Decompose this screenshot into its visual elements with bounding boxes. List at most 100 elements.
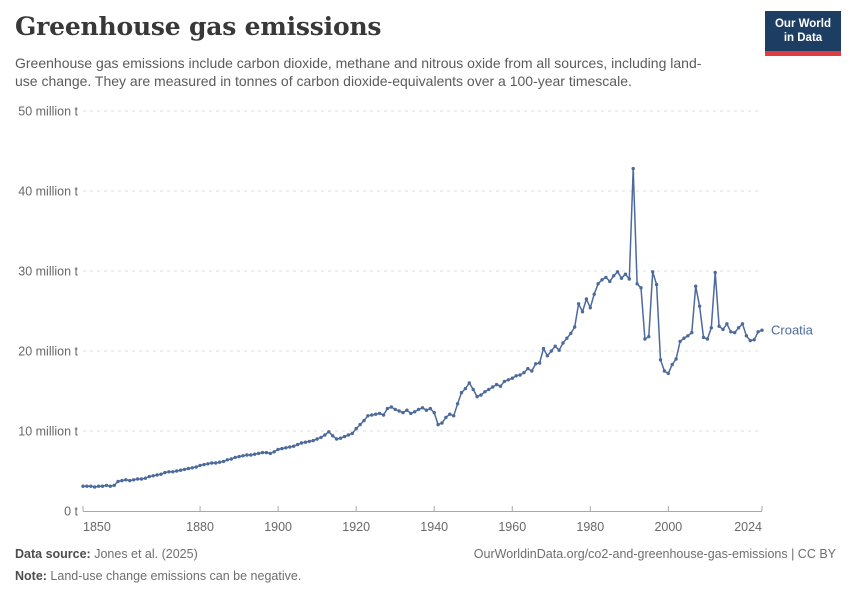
data-source-label: Data source: [15, 547, 91, 561]
data-point-marker [506, 378, 511, 382]
data-point-marker [487, 387, 491, 392]
data-point-marker [280, 446, 284, 451]
data-point-marker [596, 282, 600, 286]
footer-source-note: Data source: Jones et al. (2025) Note: L… [15, 544, 301, 588]
data-point-marker [288, 445, 292, 449]
data-point-marker [342, 434, 347, 439]
data-point-marker [592, 292, 596, 296]
data-point-marker [514, 374, 518, 378]
credit-link[interactable]: OurWorldinData.org/co2-and-greenhouse-ga… [473, 547, 836, 561]
data-point-marker [338, 436, 343, 440]
data-point-marker [315, 437, 319, 441]
data-point-marker [311, 438, 315, 443]
data-point-marker [674, 357, 678, 361]
data-point-marker [272, 450, 276, 454]
data-point-marker [733, 330, 737, 335]
data-point-marker [694, 284, 698, 288]
chart-subtitle: Greenhouse gas emissions include carbon … [15, 55, 702, 90]
data-point-marker [85, 484, 89, 488]
note-value: Land-use change emissions can be negativ… [46, 568, 302, 583]
data-point-marker [108, 484, 113, 488]
data-point-marker [420, 406, 425, 410]
data-point-marker [206, 462, 210, 466]
note-label: Note: [15, 568, 47, 583]
data-point-marker [428, 406, 432, 411]
data-point-marker [541, 346, 546, 351]
data-point-marker [576, 302, 581, 306]
data-point-marker [498, 384, 503, 388]
data-point-marker [748, 338, 752, 343]
data-point-marker [143, 476, 148, 480]
data-point-marker [89, 484, 93, 488]
x-axis-label: 1960 [498, 520, 526, 534]
data-point-marker [198, 463, 202, 468]
data-point-marker [256, 451, 261, 456]
owid-logo[interactable]: Our World in Data [765, 11, 841, 56]
data-point-marker [647, 334, 651, 339]
data-point-marker [440, 421, 444, 425]
data-point-marker [729, 330, 733, 334]
data-point-marker [354, 426, 358, 431]
data-point-marker [686, 334, 690, 338]
data-point-marker [760, 328, 764, 332]
data-point-marker [619, 276, 624, 280]
data-point-marker [463, 386, 468, 391]
data-point-marker [385, 406, 390, 411]
data-point-marker [510, 376, 514, 380]
data-point-marker [171, 470, 175, 474]
data-point-marker [690, 330, 694, 335]
data-point-marker [155, 473, 159, 477]
data-point-marker [651, 270, 655, 274]
page-title: Greenhouse gas emissions [15, 12, 382, 41]
data-point-marker [713, 270, 717, 275]
data-point-marker [93, 485, 97, 489]
data-point-marker [678, 339, 682, 344]
data-point-marker [409, 411, 413, 416]
data-point-marker [268, 451, 272, 456]
series-end-label[interactable]: Croatia [771, 323, 814, 338]
data-point-marker [358, 422, 362, 427]
data-point-marker [237, 454, 241, 459]
data-point-marker [323, 433, 327, 437]
data-point-marker [104, 483, 109, 488]
data-point-marker [565, 336, 569, 340]
data-point-marker [362, 418, 366, 423]
data-point-marker [537, 361, 542, 365]
data-point-marker [276, 447, 280, 452]
owid-logo-line2: in Data [783, 32, 823, 45]
data-point-marker [705, 337, 710, 341]
data-point-marker [452, 414, 456, 418]
data-point-marker [600, 278, 604, 282]
note-line: Note: Land-use change emissions can be n… [15, 566, 301, 588]
data-point-marker [580, 310, 585, 314]
y-axis-label: 30 million t [18, 265, 78, 279]
data-point-marker [112, 483, 116, 488]
data-point-marker [549, 349, 553, 353]
data-point-marker [217, 460, 222, 464]
data-point-marker [744, 334, 749, 338]
data-point-marker [573, 325, 577, 329]
data-point-marker [132, 478, 136, 482]
data-point-marker [147, 474, 151, 479]
data-point-marker [721, 327, 725, 332]
data-point-marker [284, 446, 288, 450]
data-point-marker [635, 282, 639, 286]
data-point-marker [233, 455, 237, 460]
data-point-marker [584, 297, 589, 301]
x-axis-label: 2000 [654, 520, 682, 534]
data-point-marker [163, 470, 167, 475]
data-point-marker [245, 453, 249, 457]
data-point-marker [643, 337, 647, 341]
data-point-marker [225, 458, 230, 462]
owid-logo-line1: Our World [774, 18, 831, 30]
data-point-marker [682, 336, 686, 340]
data-point-marker [522, 370, 526, 375]
x-axis-label: 1880 [186, 520, 214, 534]
data-point-marker [475, 394, 479, 399]
data-point-marker [615, 270, 620, 274]
emissions-line[interactable] [82, 167, 763, 488]
data-point-marker [249, 453, 253, 457]
data-point-marker [455, 402, 460, 406]
